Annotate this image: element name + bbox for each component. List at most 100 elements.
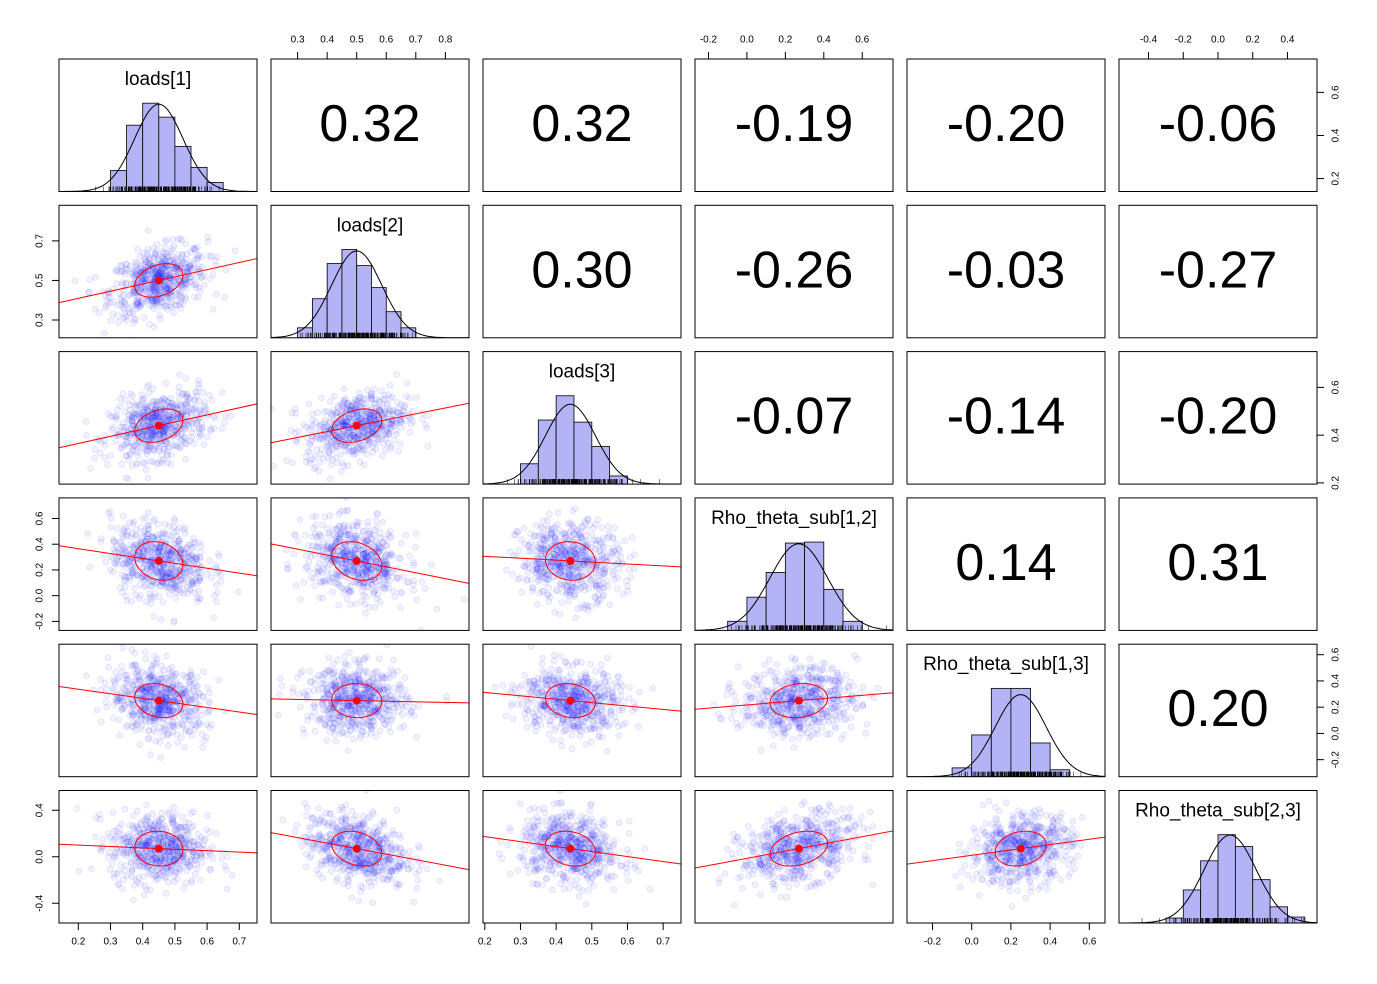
sample-point [110,538,118,546]
sample-point [521,556,528,563]
sample-point [196,407,204,415]
sample-point [170,441,178,449]
sample-point [170,264,178,272]
sample-point [334,404,342,412]
sample-point [368,395,376,403]
sample-point [392,427,400,435]
sample-point [381,568,389,576]
sample-point [86,276,94,284]
sample-point [349,536,357,543]
sample-point [159,570,166,577]
sample-point [540,517,548,524]
sample-point [155,266,163,274]
sample-point [111,559,118,567]
sample-point [132,446,140,454]
sample-point [118,589,126,596]
sample-point [388,552,396,560]
sample-point [190,543,198,551]
sample-point [188,545,196,552]
sample-point [558,599,566,606]
sample-point [341,541,349,549]
sample-point [382,573,390,580]
sample-point [107,523,115,531]
sample-point [119,560,127,568]
sample-point [332,418,340,426]
sample-point [362,426,370,433]
sample-point [387,394,395,402]
sample-point [370,546,378,554]
sample-point [157,582,165,590]
sample-point [349,549,357,557]
sample-point [192,283,200,291]
sample-point [380,581,388,589]
sample-point [347,539,355,546]
sample-point [121,300,129,308]
panel-frame [270,351,470,485]
sample-point [367,565,375,573]
y-tick-label: 0.6 [1331,647,1342,661]
sample-point [121,298,129,306]
sample-point [213,598,221,606]
sample-point [185,263,193,271]
sample-point [117,295,124,303]
sample-point [343,550,351,557]
sample-point [136,401,144,408]
sample-point [130,544,138,552]
sample-point [391,593,399,600]
sample-point [332,555,340,563]
sample-point [186,394,193,402]
sample-point [568,572,576,580]
sample-point [588,531,596,539]
sample-point [564,574,571,581]
sample-point [348,448,356,455]
sample-point [374,435,381,443]
sample-point [130,273,138,281]
sample-point [370,414,378,422]
sample-point [153,299,161,307]
sample-point [146,435,154,443]
sample-point [102,302,110,310]
sample-point [159,427,167,435]
sample-point [137,276,145,284]
sample-point [373,413,381,421]
sample-point [152,442,160,450]
sample-point [148,544,156,552]
sample-point [114,312,122,320]
sample-point [144,245,152,253]
sample-point [313,446,321,454]
sample-point [330,446,338,454]
sample-point [180,576,188,584]
sample-point [571,565,578,573]
sample-point [172,588,180,596]
sample-point [345,537,353,545]
sample-point [119,444,126,452]
sample-point [188,406,196,414]
sample-point [191,293,198,301]
sample-point [160,396,168,404]
sample-point [351,395,359,403]
sample-point [553,587,561,595]
x-tick-label: 0.8 [438,35,452,46]
sample-point [186,273,194,281]
sample-point [150,446,158,454]
sample-point [346,530,353,538]
sample-point [340,405,348,412]
sample-point [206,275,214,283]
x-tick-label: -0.4 [1140,35,1158,46]
sample-point [361,429,369,437]
sample-point [154,267,162,275]
sample-point [316,421,324,429]
sample-point [597,540,605,548]
sample-point [145,389,153,397]
sample-point [354,581,362,589]
sample-point [338,418,346,426]
mean-point [154,421,163,430]
histogram-bar [326,263,343,338]
panel-frame [1118,204,1318,339]
sample-point [126,573,133,581]
sample-point [157,268,165,276]
sample-point [524,569,532,576]
sample-point [154,255,162,263]
sample-point [127,270,135,278]
sample-point [163,549,171,557]
